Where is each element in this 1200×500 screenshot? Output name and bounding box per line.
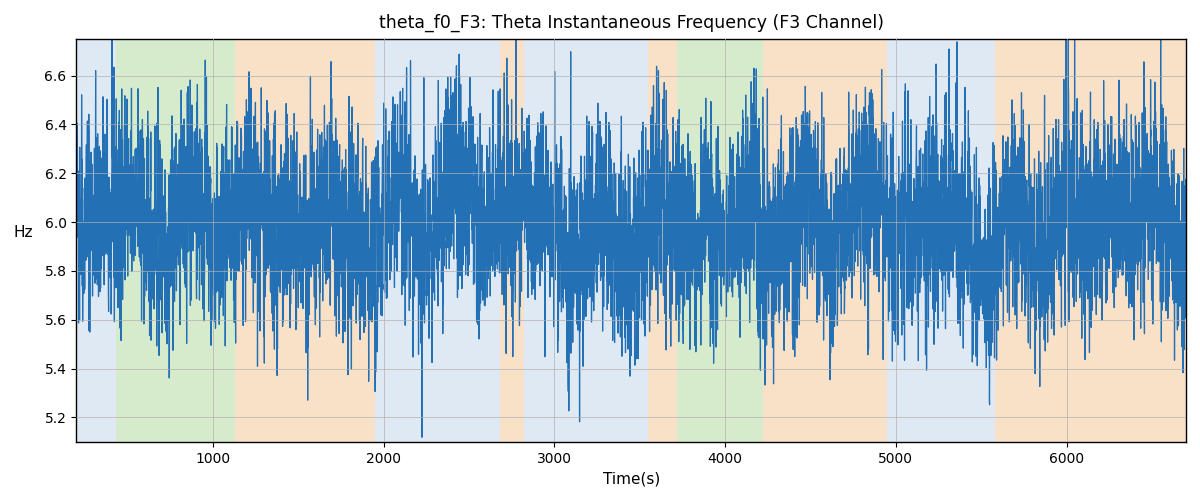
Title: theta_f0_F3: Theta Instantaneous Frequency (F3 Channel): theta_f0_F3: Theta Instantaneous Frequen… — [379, 14, 883, 32]
Bar — [115, 39, 235, 442]
Bar — [648, 39, 677, 442]
Bar — [763, 39, 887, 442]
Bar — [235, 39, 376, 442]
Bar — [376, 39, 499, 442]
Bar — [677, 39, 763, 442]
Bar — [499, 39, 523, 442]
X-axis label: Time(s): Time(s) — [602, 471, 660, 486]
Bar — [523, 39, 648, 442]
Bar — [1022, 39, 1186, 442]
Y-axis label: Hz: Hz — [14, 226, 34, 240]
Bar — [77, 39, 115, 442]
Bar — [887, 39, 995, 442]
Bar — [995, 39, 1022, 442]
